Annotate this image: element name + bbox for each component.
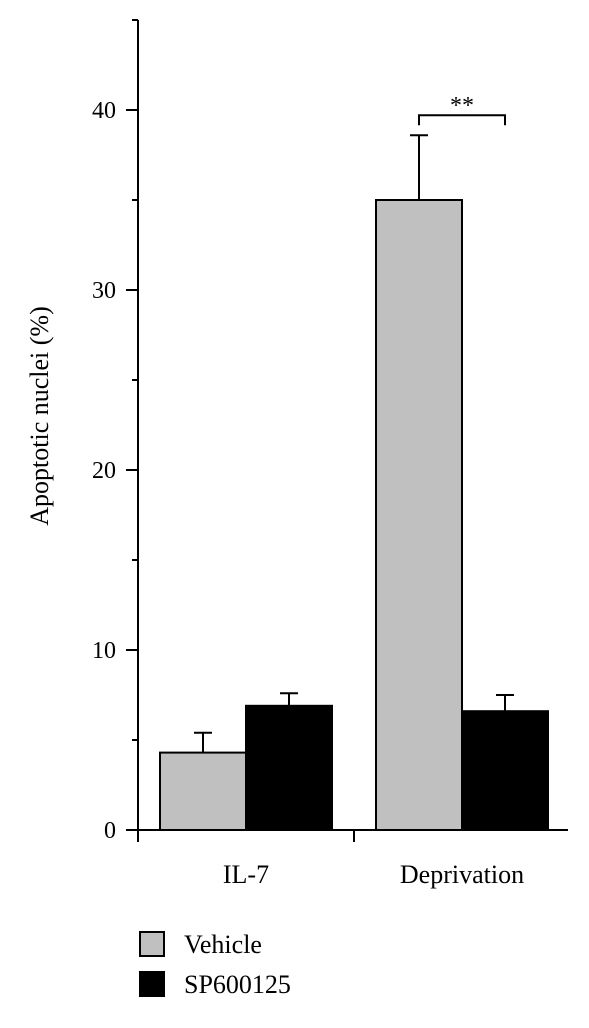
bar-sp600125-deprivation bbox=[461, 710, 549, 832]
legend-swatch-vehicle bbox=[139, 931, 165, 957]
bars bbox=[159, 199, 549, 832]
bar-vehicle-il-7 bbox=[159, 751, 247, 831]
significance-bracket bbox=[418, 114, 506, 126]
legend-label-vehicle: Vehicle bbox=[184, 930, 262, 959]
y-tick-label: 40 bbox=[92, 98, 116, 124]
error-bars bbox=[194, 134, 514, 753]
bar-vehicle-deprivation bbox=[375, 199, 463, 831]
y-tick-label: 30 bbox=[92, 278, 116, 304]
axes: 0 10 20 30 40 IL-7 Deprivation bbox=[92, 19, 568, 889]
legend: Vehicle SP600125 bbox=[139, 930, 291, 999]
y-tick-label: 20 bbox=[92, 458, 116, 484]
significance-annotation: ** bbox=[418, 93, 506, 126]
x-category-label: Deprivation bbox=[400, 860, 524, 889]
y-axis-title: Apoptotic nuclei (%) bbox=[25, 306, 54, 526]
bar-sp600125-il-7 bbox=[245, 704, 333, 831]
legend-label-sp600125: SP600125 bbox=[184, 970, 291, 999]
x-category-label: IL-7 bbox=[223, 860, 269, 889]
y-tick-label: 0 bbox=[104, 818, 116, 844]
significance-label: ** bbox=[450, 93, 474, 119]
legend-swatch-sp600125 bbox=[139, 971, 165, 997]
y-tick-label: 10 bbox=[92, 638, 116, 664]
